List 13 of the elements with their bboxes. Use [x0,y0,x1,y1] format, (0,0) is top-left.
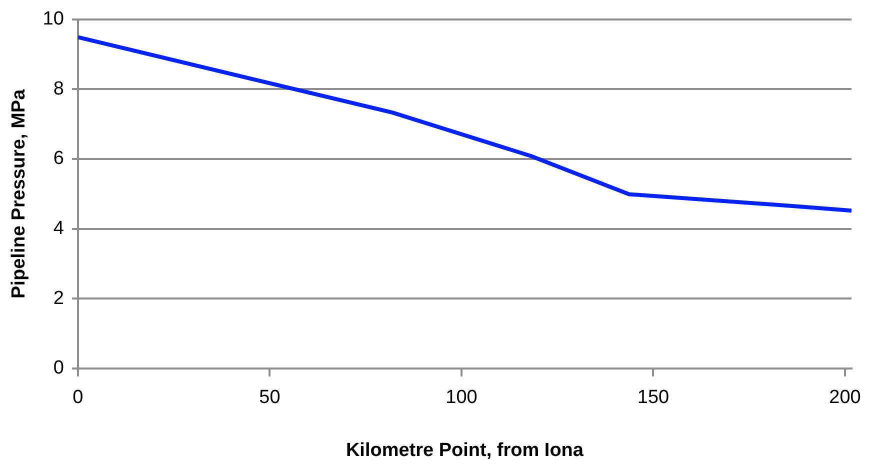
y-tick-label: 2 [53,288,64,309]
y-tick-label: 10 [42,8,64,30]
x-tick-label: 50 [259,387,280,408]
y-tick-label: 4 [53,218,64,240]
y-tick-label: 6 [53,148,64,170]
y-tick-label: 0 [53,358,64,379]
x-tick-label: 150 [637,387,670,408]
x-tick-label: 100 [446,387,478,408]
y-tick-label: 8 [53,78,64,100]
x-tick-label: 200 [829,387,861,408]
x-tick-label: 0 [72,387,84,408]
y-axis-title: Pipeline Pressure, MPa [8,88,30,298]
x-axis-title: Kilometre Point, from Iona [346,440,584,461]
